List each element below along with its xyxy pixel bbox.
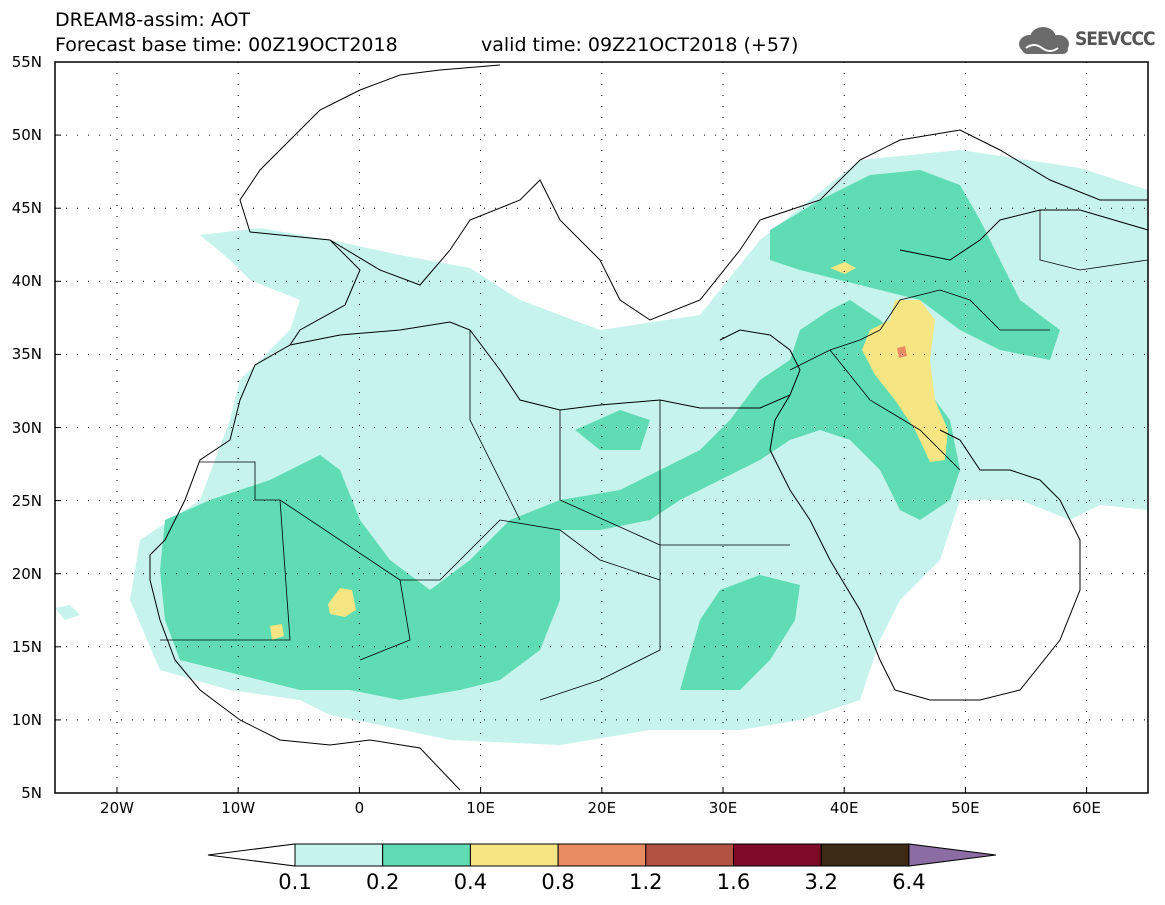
- lat-label: 30N: [11, 418, 42, 437]
- gridlines: [55, 62, 1148, 793]
- lat-label: 10N: [11, 710, 42, 729]
- lat-label: 45N: [11, 199, 42, 218]
- lon-label: 10W: [221, 799, 256, 817]
- country-borders: [160, 210, 1148, 701]
- lon-label: 10E: [466, 799, 495, 817]
- legend-label: 1.2: [629, 870, 663, 894]
- lon-label: 50E: [951, 799, 980, 817]
- legend-label: 0.4: [453, 870, 488, 894]
- lon-label: 30E: [708, 799, 738, 817]
- lat-label: 15N: [11, 637, 42, 656]
- coastlines: [149, 64, 1148, 791]
- lat-label: 20N: [11, 564, 42, 583]
- forecast-base-time: Forecast base time: 00Z19OCT2018: [55, 34, 398, 56]
- legend-label: 0.2: [365, 870, 400, 894]
- lat-label: 40N: [11, 272, 42, 291]
- lat-label: 55N: [11, 53, 42, 71]
- logo-text: SEEVCCC: [1075, 28, 1156, 50]
- legend-label: 0.8: [541, 870, 575, 894]
- lon-label: 40E: [829, 799, 859, 817]
- lon-label: 0: [354, 799, 365, 817]
- legend-label: 0.1: [278, 870, 312, 894]
- lat-label: 35N: [11, 345, 42, 364]
- legend-label: 6.4: [892, 870, 926, 894]
- aot-level-0.8-area: [897, 346, 907, 358]
- lat-label: 5N: [21, 784, 42, 802]
- seevccc-logo: [1019, 27, 1069, 54]
- lon-label: 20W: [100, 799, 134, 817]
- aot-level-0.4-area: [270, 262, 948, 640]
- lon-label: 60E: [1072, 799, 1101, 817]
- legend-label: 3.2: [804, 870, 838, 894]
- legend-label: 1.6: [716, 870, 751, 894]
- lon-label: 20E: [587, 799, 617, 817]
- valid-time: valid time: 09Z21OCT2018 (+57): [481, 34, 799, 56]
- lat-label: 50N: [11, 126, 42, 145]
- lat-label: 25N: [11, 491, 42, 510]
- map-title: DREAM8-assim: AOT: [55, 9, 251, 31]
